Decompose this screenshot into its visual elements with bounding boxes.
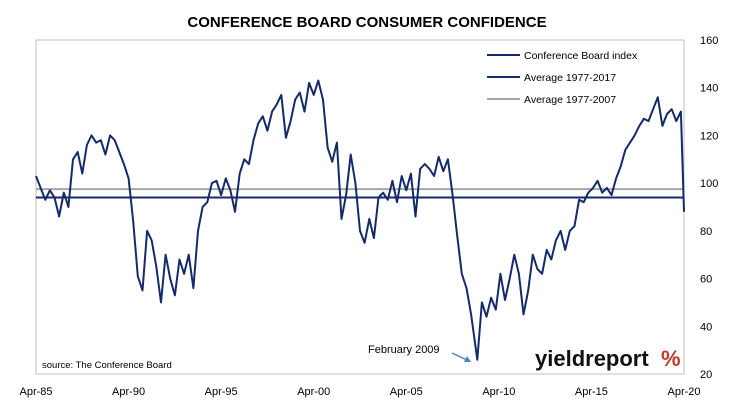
y-tick-label: 40 [700, 321, 712, 333]
x-tick-label: Apr-90 [112, 386, 145, 398]
y-tick-label: 140 [700, 83, 718, 95]
plot-area [35, 39, 685, 375]
logo-text: yieldreport [535, 346, 649, 371]
chart-title: CONFERENCE BOARD CONSUMER CONFIDENCE [187, 14, 546, 31]
legend: Conference Board index Average 1977-2017… [487, 50, 638, 106]
y-tick-label: 100 [700, 178, 718, 190]
legend-label-average-1977-2017: Average 1977-2017 [524, 72, 616, 84]
x-tick-label: Apr-10 [482, 386, 515, 398]
yieldreport-logo: yieldreport % [535, 346, 681, 371]
y-tick-label: 60 [700, 274, 712, 286]
x-tick-label: Apr-05 [390, 386, 423, 398]
x-tick-label: Apr-95 [205, 386, 238, 398]
x-tick-label: Apr-15 [575, 386, 608, 398]
legend-label-conference-board-index: Conference Board index [524, 50, 638, 62]
logo-percent: % [661, 346, 681, 371]
y-tick-label: 20 [700, 369, 712, 381]
y-tick-label: 80 [700, 226, 712, 238]
annotation-label: February 2009 [368, 344, 440, 356]
annotation-arrow [451, 352, 468, 361]
legend-label-average-1977-2007: Average 1977-2007 [524, 94, 616, 106]
annotation-february-2009: February 2009 [368, 344, 471, 362]
y-tick-label: 120 [700, 130, 718, 142]
average-lines [36, 188, 684, 199]
y-axis-ticks: 20 40 60 80 100 120 140 160 [700, 35, 718, 381]
y-tick-label: 160 [700, 35, 718, 47]
annotation-arrow-head [464, 356, 471, 362]
x-tick-label: Apr-00 [297, 386, 330, 398]
x-tick-label: Apr-20 [667, 386, 700, 398]
x-axis-ticks: Apr-85 Apr-90 Apr-95 Apr-00 Apr-05 Apr-10 Apr-… [19, 386, 700, 398]
source-note: source: The Conference Board [42, 360, 172, 371]
series-line-conference-board-index [35, 79, 685, 361]
x-tick-label: Apr-85 [19, 386, 52, 398]
